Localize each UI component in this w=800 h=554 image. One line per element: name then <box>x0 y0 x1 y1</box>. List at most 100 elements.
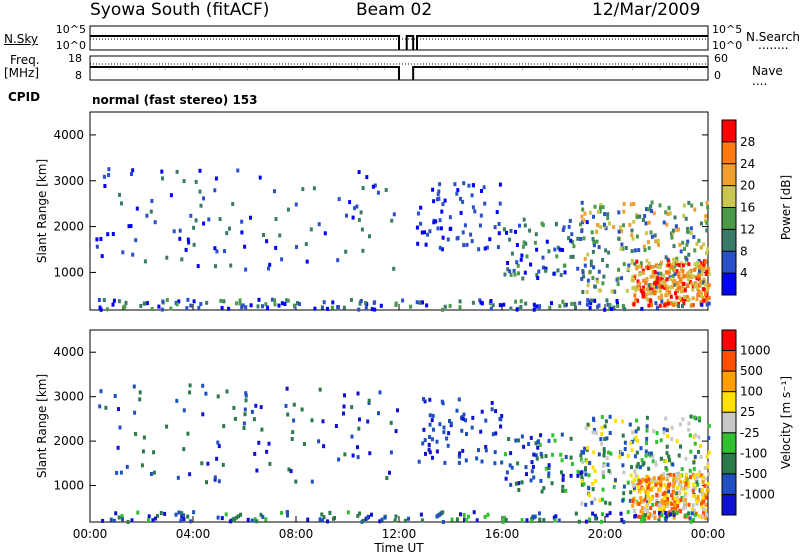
velocity-echo-cell <box>670 507 674 512</box>
velocity-echo-cell <box>698 470 702 475</box>
power-echo-cell <box>630 260 634 265</box>
power-echo-cell <box>629 202 633 207</box>
power-echo-cell <box>675 259 679 264</box>
power-echo-cell <box>322 300 326 305</box>
power-echo-cell <box>143 259 147 264</box>
velocity-echo-cell <box>389 420 393 425</box>
velocity-echo-cell <box>658 506 662 511</box>
power-echo-cell <box>161 176 164 181</box>
power-echo-cell <box>696 274 700 279</box>
velocity-echo-cell <box>255 519 259 524</box>
power-echo-cell <box>635 234 639 239</box>
velocity-echo-cell <box>493 450 497 455</box>
velocity-echo-cell <box>679 473 683 478</box>
velocity-echo-cell <box>254 403 258 408</box>
power-echo-cell <box>637 286 641 291</box>
velocity-echo-cell <box>200 461 204 466</box>
power-echo-cell <box>677 271 681 276</box>
velocity-echo-cell <box>645 507 649 512</box>
velocity-echo-cell <box>654 502 658 507</box>
velocity-echo-cell <box>356 455 360 460</box>
x-tick-label: 04:00 <box>176 527 211 541</box>
power-echo-cell <box>599 288 602 293</box>
power-echo-cell <box>541 265 545 270</box>
freq-line <box>90 66 708 80</box>
velocity-echo-cell <box>640 506 644 510</box>
power-echo-cell <box>361 248 365 253</box>
velocity-echo-cell <box>188 390 192 395</box>
velocity-echo-cell <box>653 516 657 520</box>
power-echo-cell <box>568 218 572 223</box>
velocity-echo-cell <box>636 501 639 506</box>
power-echo-cell <box>654 301 658 306</box>
power-echo-cell <box>257 297 261 302</box>
power-echo-cell <box>702 262 706 267</box>
power-echo-cell <box>586 283 590 288</box>
velocity-echo-cell <box>672 483 676 488</box>
velocity-echo-cell <box>389 450 393 455</box>
nsearch-dots: ........ <box>758 38 789 52</box>
velocity-echo-cell <box>350 405 354 410</box>
velocity-echo-cell <box>631 480 634 485</box>
velocity-echo-cell <box>267 441 271 446</box>
power-echo-cell <box>229 263 233 268</box>
velocity-echo-cell <box>634 513 638 518</box>
velocity-echo-cell <box>679 509 682 514</box>
velocity-echo-cell <box>651 454 655 459</box>
power-echo-cell <box>489 306 493 311</box>
power-echo-cell <box>277 303 281 308</box>
power-echo-cell <box>436 226 440 231</box>
power-echo-cell <box>573 301 577 306</box>
velocity-echo-cell <box>450 517 454 522</box>
power-echo-cell <box>690 303 694 307</box>
power-echo-cell <box>419 221 423 226</box>
velocity-echo-cell <box>695 473 699 478</box>
power-echo-cell <box>317 222 321 227</box>
power-echo-cell <box>647 266 650 271</box>
power-echo-cell <box>480 189 483 193</box>
velocity-echo-cell <box>510 465 514 470</box>
velocity-echo-cell <box>508 463 512 468</box>
power-echo-cell <box>99 237 103 241</box>
power-echo-cell <box>616 301 619 306</box>
power-echo-cell <box>675 295 679 300</box>
power-echo-cell <box>582 236 586 241</box>
velocity-echo-cell <box>639 499 643 504</box>
freq-label: Freq. <box>10 53 40 67</box>
power-echo-cell <box>589 259 593 264</box>
velocity-echo-cell <box>259 405 263 410</box>
velocity-echo-cell <box>182 447 186 452</box>
power-echo-cell <box>161 299 165 304</box>
power-echo-cell <box>644 281 648 286</box>
velocity-echo-cell <box>658 487 662 492</box>
velocity-colorbar-band <box>722 473 736 495</box>
freq-unit-label: [MHz] <box>4 66 40 80</box>
power-echo-cell <box>618 225 622 230</box>
power-echo-cell <box>118 192 121 197</box>
velocity-echo-cell <box>672 485 675 490</box>
power-echo-cell <box>684 297 687 302</box>
power-echo-cell <box>682 282 686 286</box>
power-echo-cell <box>231 202 235 206</box>
velocity-echo-cell <box>435 449 439 454</box>
power-echo-cell <box>214 176 218 181</box>
velocity-echo-cell <box>626 510 630 515</box>
power-echo-cell <box>697 238 701 243</box>
power-echo-cell <box>582 274 586 279</box>
velocity-echo-cell <box>547 474 551 479</box>
power-echo-cell <box>698 269 701 274</box>
velocity-echo-cell <box>118 425 122 430</box>
power-echo-cell <box>598 209 602 214</box>
power-echo-cell <box>265 239 269 244</box>
velocity-echo-cell <box>423 438 427 443</box>
velocity-echo-cell <box>569 436 573 441</box>
velocity-echo-cell <box>217 479 221 484</box>
velocity-echo-cell <box>259 512 263 517</box>
nave-dots: .... <box>752 74 768 88</box>
velocity-echo-cell <box>602 474 605 479</box>
power-echo-cell <box>671 230 675 235</box>
power-echo-cell <box>143 301 147 306</box>
velocity-echo-cell <box>666 500 670 505</box>
power-echo-cell <box>467 183 471 188</box>
velocity-echo-cell <box>430 437 434 442</box>
